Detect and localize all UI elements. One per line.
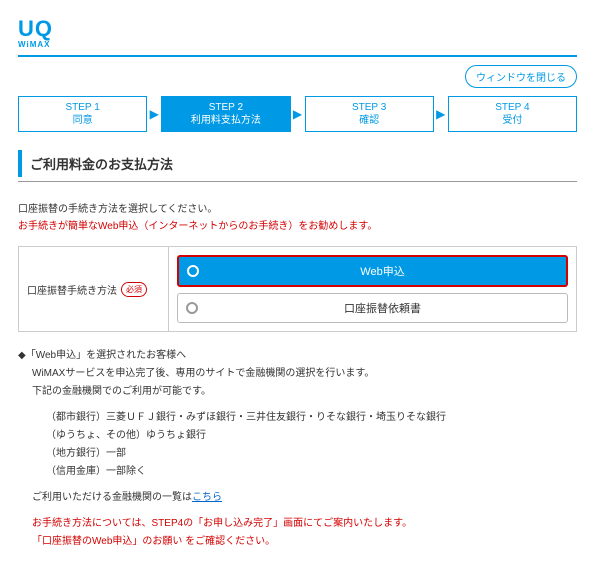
notes-heading: ◆「Web申込」を選択されたお客様へ (18, 348, 577, 364)
step-2: STEP 2 利用料支払方法 (161, 96, 290, 132)
step-arrow-icon: ▶ (147, 96, 161, 132)
step-title: STEP 2 (164, 101, 287, 114)
payment-method-table: 口座振替手続き方法 必須 Web申込 口座振替依頼書 (18, 246, 577, 332)
header-divider (18, 55, 577, 57)
step-title: STEP 1 (21, 101, 144, 114)
red-note-line: 「口座振替のWeb申込」のお願い をご確認ください。 (32, 534, 577, 550)
bank-line: （信用金庫）一部除く (46, 464, 577, 480)
step-arrow-icon: ▶ (291, 96, 305, 132)
intro-note: お手続きが簡単なWeb申込（インターネットからのお手続き）をお勧めします。 (18, 217, 577, 232)
bank-line: （ゆうちょ、その他）ゆうちょ銀行 (46, 428, 577, 444)
logo: UQ WiMAX (18, 18, 577, 49)
step-title: STEP 4 (451, 101, 574, 114)
step-sub: 利用料支払方法 (164, 114, 287, 127)
bank-line: （地方銀行）一部 (46, 446, 577, 462)
required-badge: 必須 (121, 282, 147, 297)
section-divider (18, 181, 577, 182)
step-sub: 同意 (21, 114, 144, 127)
option-label: Web申込 (207, 263, 558, 279)
bank-list-line: ご利用いただける金融機関の一覧はこちら (32, 490, 577, 506)
method-options: Web申込 口座振替依頼書 (169, 247, 576, 331)
step-sub: 確認 (308, 114, 431, 127)
bank-line: （都市銀行）三菱ＵＦＪ銀行・みずほ銀行・三井住友銀行・りそな銀行・埼玉りそな銀行 (46, 410, 577, 426)
notes-line: 下記の金融機関でのご利用が可能です。 (18, 384, 577, 400)
method-label-cell: 口座振替手続き方法 必須 (19, 247, 169, 331)
step-indicator: STEP 1 同意 ▶ STEP 2 利用料支払方法 ▶ STEP 3 確認 ▶… (18, 96, 577, 132)
step-sub: 受付 (451, 114, 574, 127)
radio-icon (187, 265, 199, 277)
radio-icon (186, 302, 198, 314)
logo-sub: WiMAX (18, 40, 577, 49)
intro-text: 口座振替の手続き方法を選択してください。 (18, 200, 577, 215)
bank-list-link[interactable]: こちら (192, 492, 222, 503)
step-1: STEP 1 同意 (18, 96, 147, 132)
step-4: STEP 4 受付 (448, 96, 577, 132)
option-web[interactable]: Web申込 (177, 255, 568, 287)
option-paper[interactable]: 口座振替依頼書 (177, 293, 568, 323)
bank-list-prefix: ご利用いただける金融機関の一覧は (32, 492, 192, 503)
method-label: 口座振替手続き方法 (27, 282, 117, 297)
notes-section: ◆「Web申込」を選択されたお客様へ WiMAXサービスを申込完了後、専用のサイ… (18, 348, 577, 550)
logo-main: UQ (18, 18, 577, 40)
step-3: STEP 3 確認 (305, 96, 434, 132)
step-arrow-icon: ▶ (434, 96, 448, 132)
close-window-button[interactable]: ウィンドウを閉じる (465, 65, 577, 88)
notes-line: WiMAXサービスを申込完了後、専用のサイトで金融機関の選択を行います。 (18, 366, 577, 382)
option-label: 口座振替依頼書 (206, 300, 559, 316)
section-title: ご利用料金のお支払方法 (18, 150, 577, 177)
step-title: STEP 3 (308, 101, 431, 114)
red-note-line: お手続き方法については、STEP4の「お申し込み完了」画面にてご案内いたします。 (32, 516, 577, 532)
